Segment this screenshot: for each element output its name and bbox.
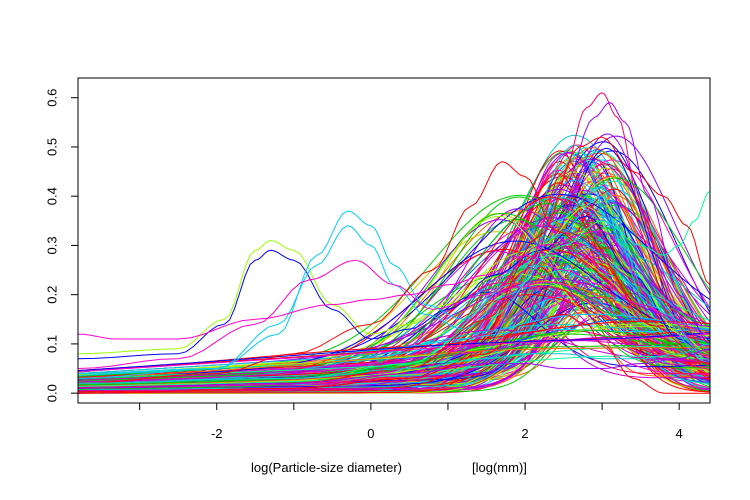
x-axis-label: log(Particle-size diameter): [251, 460, 402, 475]
x-tick-label: -2: [211, 426, 223, 441]
x-axis: -2 0 2 4: [139, 403, 683, 441]
series-line-239: [78, 212, 710, 382]
series-line-300: [78, 190, 710, 384]
y-tick-label: 0.6: [44, 89, 59, 107]
x-axis-unit-label: [log(mm)]: [472, 460, 527, 475]
y-tick-label: 0.5: [44, 138, 59, 156]
series-line-292: [78, 185, 710, 374]
series-line-191: [78, 188, 710, 393]
series-line-286: [78, 330, 710, 386]
y-tick-label: 0.2: [44, 286, 59, 304]
series-line-296: [78, 161, 710, 384]
series-line-293: [78, 195, 710, 379]
series-line-303: [78, 348, 710, 389]
series-line-281: [78, 335, 710, 383]
series-line-291: [78, 215, 710, 360]
series-line-301: [78, 136, 710, 389]
series-line-294: [78, 230, 710, 369]
y-tick-label: 0.4: [44, 187, 59, 205]
series-line-285: [78, 320, 710, 371]
series-line-290: [78, 205, 710, 355]
series-line-216: [78, 241, 710, 392]
x-tick-label: 4: [676, 426, 683, 441]
y-axis: 0.0 0.1 0.2 0.3 0.4 0.5 0.6: [44, 89, 78, 402]
series-lines: [78, 92, 710, 394]
series-line-260: [78, 265, 710, 384]
series-line-273: [78, 355, 710, 387]
series-line-267: [78, 240, 710, 380]
series-line-302: [78, 343, 710, 384]
x-tick-label: 2: [521, 426, 528, 441]
series-line-279: [78, 339, 710, 381]
series-line-289: [78, 346, 710, 379]
y-tick-label: 0.1: [44, 335, 59, 353]
series-line-288: [78, 332, 710, 372]
y-tick-label: 0.3: [44, 236, 59, 254]
series-line-287: [78, 333, 710, 372]
plot-frame: [77, 77, 711, 404]
series-line-299: [78, 313, 710, 394]
y-tick-label: 0.0: [44, 384, 59, 402]
x-tick-label: 0: [367, 426, 374, 441]
